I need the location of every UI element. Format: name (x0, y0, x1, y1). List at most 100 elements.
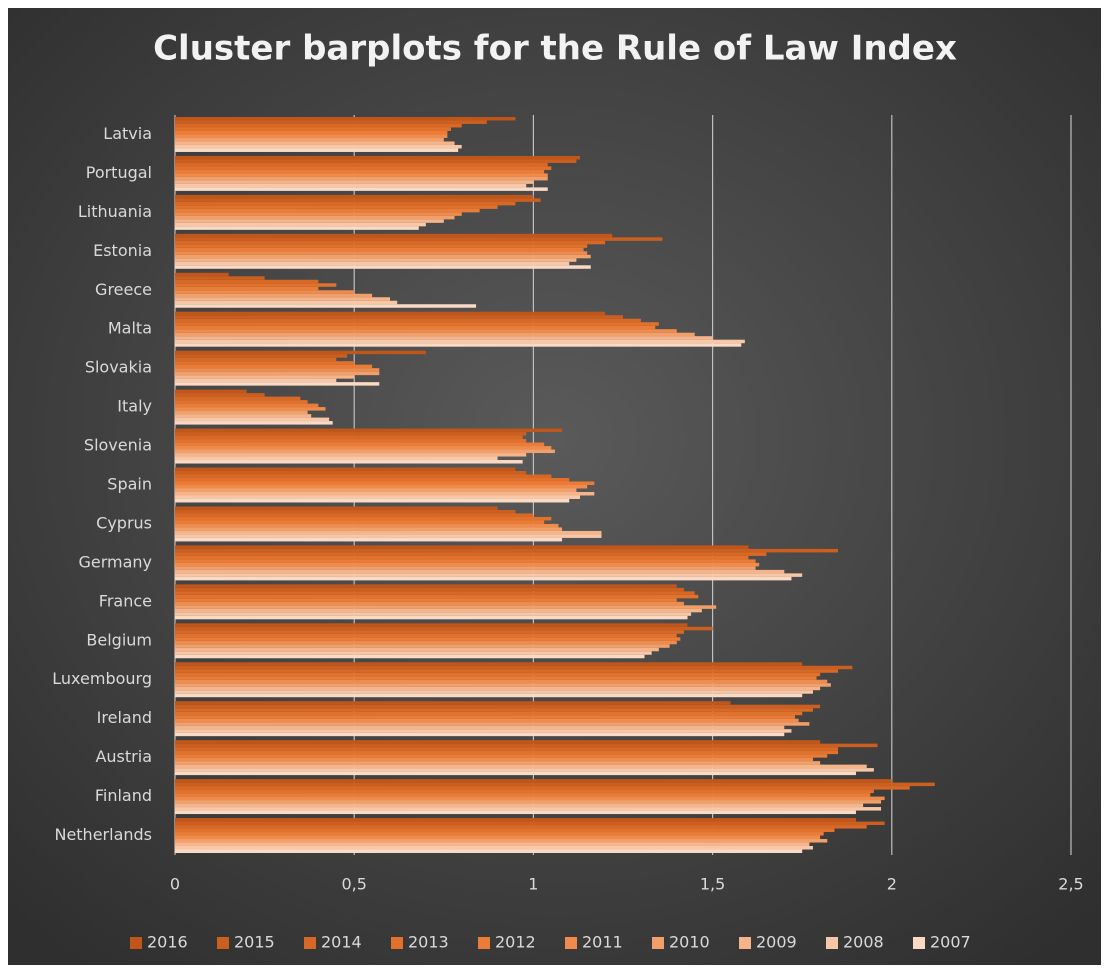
bar (175, 732, 785, 737)
bar (175, 807, 882, 811)
bar (175, 637, 681, 641)
bar (175, 534, 602, 538)
bar (175, 761, 821, 765)
bar (175, 488, 577, 492)
bar (175, 530, 602, 535)
bar (175, 354, 348, 358)
bar (175, 357, 337, 362)
bar (175, 329, 677, 333)
bar (175, 686, 821, 691)
bar (175, 439, 527, 443)
bar (175, 576, 792, 581)
y-tick-label: Latvia (103, 124, 152, 143)
y-tick-label: Portugal (86, 163, 152, 182)
legend-swatch (391, 937, 403, 949)
bar (175, 180, 534, 184)
bar (175, 559, 756, 563)
legend-label: 2009 (756, 933, 797, 952)
bar (175, 478, 570, 482)
bar (175, 407, 326, 411)
bar (175, 626, 713, 631)
legend-label: 2008 (843, 933, 884, 952)
legend-label: 2011 (582, 933, 623, 952)
bar (175, 432, 527, 436)
bar (175, 393, 265, 397)
bar (175, 332, 695, 337)
bar (175, 215, 455, 220)
legend-swatch (304, 937, 316, 949)
bar (175, 584, 677, 588)
bar (175, 315, 623, 319)
x-tick-label: 2,5 (1058, 875, 1083, 894)
bar (175, 545, 749, 549)
legend-label: 2015 (234, 933, 275, 952)
bar (175, 835, 821, 840)
bar (175, 233, 613, 238)
bar (175, 768, 874, 772)
bar (175, 311, 606, 316)
legend-swatch (913, 937, 925, 949)
bar (175, 364, 373, 369)
y-tick-label: Netherlands (54, 825, 152, 844)
y-tick-label: Cyprus (96, 513, 152, 532)
bar (175, 141, 455, 145)
bar (175, 137, 444, 142)
y-tick-label: Belgium (86, 630, 152, 649)
bar (175, 786, 910, 790)
bar (175, 555, 749, 560)
bar (175, 446, 552, 450)
bar (175, 159, 577, 163)
legend-swatch (217, 937, 229, 949)
bar (175, 708, 813, 712)
bar (175, 155, 580, 160)
bar (175, 842, 810, 847)
bar (175, 506, 498, 510)
bar (175, 605, 717, 609)
bar (175, 148, 459, 152)
bar (175, 453, 527, 457)
bar (175, 226, 419, 230)
bar (175, 283, 337, 287)
bar (175, 205, 498, 209)
bar (175, 297, 391, 301)
bar (175, 219, 444, 223)
bar (175, 276, 265, 280)
bar (175, 389, 247, 394)
bar (175, 594, 699, 599)
bar (175, 825, 867, 829)
bar (175, 690, 813, 694)
bar (175, 254, 591, 259)
bar (175, 803, 864, 808)
bar (175, 640, 677, 645)
bar (175, 796, 885, 801)
bar (175, 810, 856, 815)
legend-swatch (478, 937, 490, 949)
bar (175, 630, 684, 634)
bar (175, 491, 595, 496)
bar (175, 704, 821, 709)
legend-swatch (130, 937, 142, 949)
bar (175, 176, 548, 181)
bar (175, 371, 380, 376)
bar (175, 779, 892, 783)
bar (175, 400, 308, 404)
bar (175, 608, 702, 613)
bar (175, 279, 319, 284)
bar (175, 127, 451, 131)
bar (175, 222, 426, 227)
bar (175, 495, 580, 499)
bar (175, 300, 398, 305)
chart-title: Cluster barplots for the Rule of Law Ind… (153, 29, 957, 69)
bar (175, 261, 570, 266)
bar (175, 481, 595, 485)
bar (175, 715, 796, 719)
bar (175, 123, 462, 128)
bar (175, 548, 839, 553)
bar (175, 272, 229, 277)
bar (175, 651, 652, 655)
bar (175, 750, 839, 755)
bar (175, 527, 563, 531)
bar (175, 350, 426, 355)
legend-swatch (652, 937, 664, 949)
bar (175, 130, 448, 135)
